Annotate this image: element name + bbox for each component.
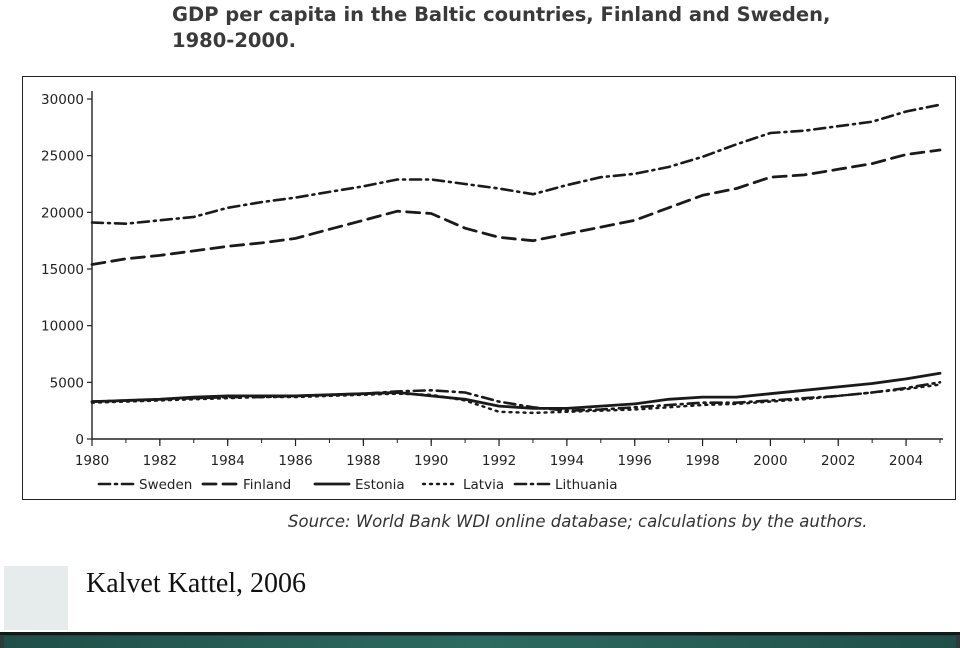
legend-label-sweden: Sweden [139, 477, 192, 493]
x-tick-label: 1998 [685, 453, 719, 469]
x-tick-label: 2000 [753, 453, 787, 469]
chart-frame: 0 5000 10000 15000 20000 25000 30000 1980 1982 19… [22, 76, 956, 500]
gdp-line-chart: 0 5000 10000 15000 20000 25000 30000 1980 1982 19… [41, 91, 943, 493]
y-tick-label: 5000 [50, 375, 84, 391]
series-line-sweden [90, 103, 942, 225]
x-tick-label: 1984 [211, 453, 245, 469]
legend-label-latvia: Latvia [463, 477, 504, 493]
x-tick-label: 1988 [346, 453, 380, 469]
bottom-bar-stripe [0, 632, 960, 635]
x-tick-label: 1980 [75, 453, 109, 469]
x-tick-label: 2002 [821, 453, 855, 469]
legend-label-estonia: Estonia [355, 477, 405, 493]
series-lines [90, 103, 942, 415]
footer-square [4, 566, 68, 630]
y-tick-label: 10000 [41, 319, 84, 335]
x-tick-label: 2004 [889, 453, 923, 469]
x-tick-label: 1986 [278, 453, 312, 469]
legend-label-lithuania: Lithuania [555, 477, 618, 493]
x-tick-label: 1992 [482, 453, 516, 469]
x-tick-label: 1994 [550, 453, 584, 469]
chart-title: GDP per capita in the Baltic countries, … [172, 2, 932, 54]
bottom-bar-band [4, 636, 956, 648]
legend-label-finland: Finland [243, 477, 291, 493]
y-tick-label: 25000 [41, 149, 84, 165]
y-tick-label: 30000 [41, 92, 84, 108]
x-tick-label: 1990 [414, 453, 448, 469]
x-tick-label: 1982 [143, 453, 177, 469]
chart-title-line-2: 1980-2000. [172, 29, 297, 52]
bottom-bar [0, 632, 960, 648]
x-tick-label: 1996 [618, 453, 652, 469]
series-line-finland [90, 148, 942, 266]
legend: Sweden Finland Estonia Latvia Lithuania [97, 477, 618, 493]
series-line-estonia [90, 371, 942, 410]
axes [91, 91, 943, 440]
source-note: Source: World Bank WDI online database; … [288, 512, 868, 531]
tick-marks: 0 5000 10000 15000 20000 25000 30000 1980 1982 19… [41, 92, 941, 469]
y-tick-label: 15000 [41, 262, 84, 278]
y-tick-label: 0 [75, 432, 84, 448]
y-tick-label: 20000 [41, 205, 84, 221]
author-credit: Kalvet Kattel, 2006 [86, 568, 307, 599]
series-line-lithuania [90, 380, 942, 413]
chart-title-line-1: GDP per capita in the Baltic countries, … [172, 3, 831, 26]
